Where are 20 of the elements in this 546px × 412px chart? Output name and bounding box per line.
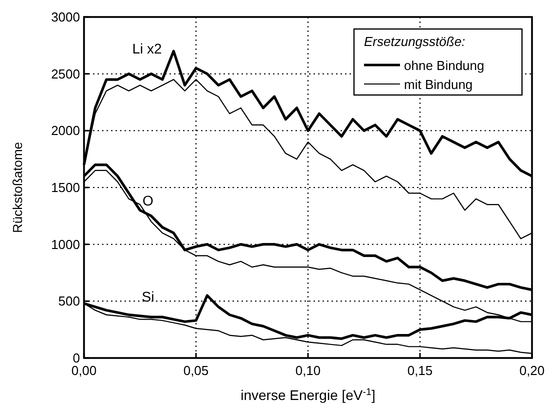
x-axis-title: inverse Energie [eV$^{-1}$]	[240, 386, 376, 403]
y-tick-label: 3000	[51, 10, 80, 24]
y-tick-label: 2000	[51, 123, 80, 138]
annotation: Si	[142, 288, 154, 305]
x-tick-label: 0,00	[71, 363, 97, 378]
y-tick-label: 1500	[51, 180, 80, 195]
y-tick-label: 1000	[51, 236, 80, 252]
y-tick-label: 2500	[51, 66, 80, 82]
y-tick-label: 500	[58, 294, 80, 309]
y-tick-label: 0	[72, 350, 80, 366]
x-tick-label: 0,15	[407, 363, 433, 378]
x-tick-label: 0,05	[183, 363, 209, 378]
legend-label: mit Bindung	[404, 77, 473, 92]
x-tick-label: 0,10	[295, 363, 321, 378]
annotation: Li x2	[132, 40, 162, 57]
legend-label: ohne Bindung	[404, 58, 484, 73]
annotation: O	[142, 192, 154, 209]
legend-title: Ersetzungsstöße:	[364, 34, 466, 49]
y-axis-title: Rückstoßatome	[10, 142, 25, 234]
x-tick-label: 0,20	[519, 363, 545, 378]
